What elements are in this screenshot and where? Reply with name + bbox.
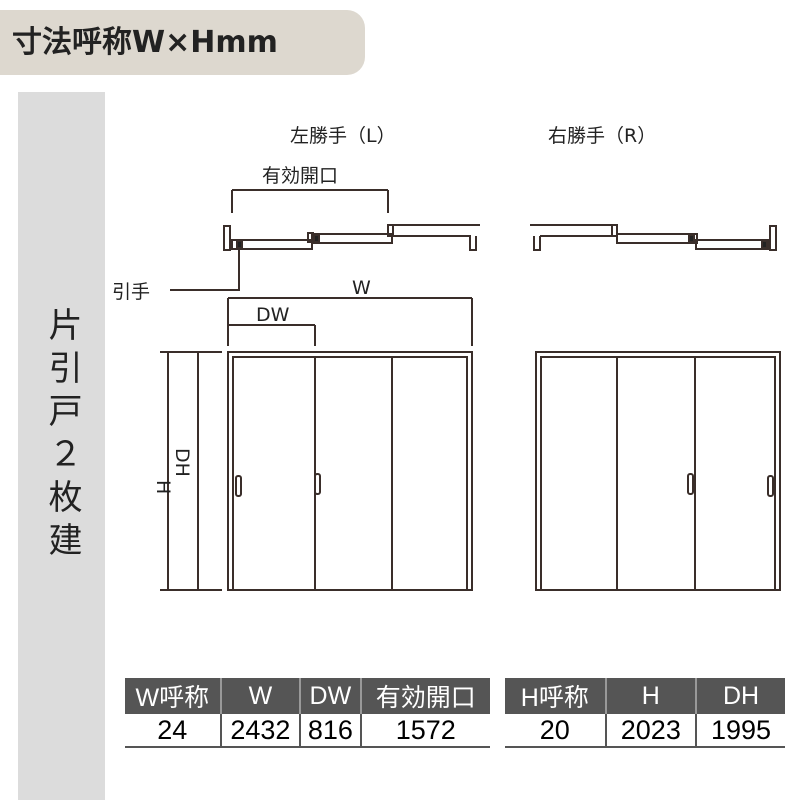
header-w-nominal: W呼称: [125, 678, 221, 714]
header-w: W: [219, 678, 301, 714]
handle-icon: [767, 475, 774, 497]
cell-w-nominal: 24: [125, 714, 221, 748]
dw-label: DW: [256, 304, 290, 326]
w-label: W: [352, 277, 371, 299]
plan-view-right: [530, 224, 777, 251]
handle-leader: [170, 250, 240, 291]
w-dimension: [227, 297, 473, 346]
header-h: H: [604, 678, 697, 714]
effective-opening-label: 有効開口: [262, 165, 338, 187]
cell-w: 2432: [219, 714, 301, 748]
cell-dh: 1995: [695, 714, 785, 748]
header-dh: DH: [695, 678, 785, 714]
header-effective-opening: 有効開口: [359, 678, 490, 714]
header-dw: DW: [299, 678, 361, 714]
handle-icon: [235, 475, 242, 497]
door-type-label: 片引戸２枚建: [42, 307, 82, 565]
sidebar: 片引戸２枚建: [18, 92, 105, 800]
left-hand-label: 左勝手（L）: [290, 125, 396, 147]
plan-view-left: [223, 224, 480, 251]
header-h-nominal: H呼称: [505, 678, 606, 714]
dh-label: DH: [171, 448, 193, 477]
dw-dimension: [228, 324, 316, 346]
height-table: H呼称 H DH 20 2023 1995: [505, 678, 785, 748]
cell-h-nominal: 20: [505, 714, 606, 748]
h-label: H: [152, 480, 174, 494]
handle-icon: [687, 473, 694, 495]
handle-icon: [314, 473, 321, 495]
cell-effective-opening: 1572: [359, 714, 490, 748]
cell-dw: 816: [299, 714, 361, 748]
handle-label: 引手: [112, 281, 150, 303]
width-table: W呼称 W DW 有効開口 24 2432 816 1572: [125, 678, 490, 748]
cell-h: 2023: [604, 714, 697, 748]
h-dimension: [160, 351, 222, 591]
elevation-left: [227, 351, 473, 591]
right-hand-label: 右勝手（R）: [548, 125, 656, 147]
elevation-right: [535, 351, 781, 591]
effective-opening-dimension: [231, 189, 389, 213]
page-title: 寸法呼称W×Hmm: [0, 10, 365, 75]
